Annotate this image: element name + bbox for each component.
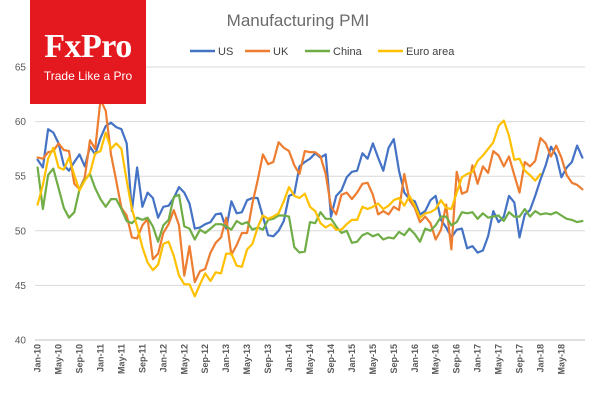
legend-label: Euro area <box>406 46 455 58</box>
y-axis-ticks: 40 45 50 55 60 65 <box>15 63 27 347</box>
x-tick-label: Jan-18 <box>535 344 545 373</box>
x-tick-label: Jan-15 <box>347 344 357 373</box>
y-tick-label: 40 <box>15 336 27 347</box>
logo-slogan: Trade Like a Pro <box>43 69 133 83</box>
y-tick-label: 50 <box>15 226 27 237</box>
x-tick-label: Jan-13 <box>221 344 231 373</box>
legend: US UK China Euro area <box>190 46 455 58</box>
x-tick-label: Jan-17 <box>473 344 483 373</box>
x-tick-label: Sep-11 <box>137 344 147 373</box>
legend-label: US <box>218 46 233 58</box>
legend-item-china: China <box>305 46 363 58</box>
series-line-us <box>36 121 584 254</box>
x-tick-label: May-11 <box>116 344 126 374</box>
x-tick-label: Sep-15 <box>389 344 399 374</box>
logo-brand: FxPro <box>44 28 132 65</box>
x-tick-label: Jan-14 <box>284 344 294 373</box>
x-tick-label: Sep-10 <box>75 344 85 374</box>
y-tick-label: 55 <box>15 172 27 183</box>
x-tick-label: May-13 <box>242 344 252 375</box>
legend-item-us: US <box>190 46 233 58</box>
x-tick-label: May-16 <box>431 344 441 375</box>
x-tick-label: Jan-16 <box>410 344 420 373</box>
x-tick-label: May-10 <box>54 344 64 375</box>
x-tick-label: Sep-14 <box>326 344 336 374</box>
x-tick-label: May-17 <box>494 344 504 375</box>
x-tick-label: May-14 <box>305 344 315 375</box>
fxpro-logo: FxPro Trade Like a Pro <box>30 0 146 104</box>
x-tick-label: Jan-10 <box>33 344 43 373</box>
series-line-euro-area <box>36 119 542 298</box>
x-tick-label: Sep-12 <box>200 344 210 374</box>
chart-title: Manufacturing PMI <box>227 11 370 30</box>
series-line-uk <box>36 98 584 284</box>
y-tick-label: 45 <box>15 281 27 292</box>
legend-label: China <box>333 46 363 58</box>
x-tick-label: May-12 <box>179 344 189 375</box>
x-tick-label: May-15 <box>368 344 378 375</box>
x-tick-label: May-18 <box>556 344 566 375</box>
x-tick-label: Sep-16 <box>452 344 462 374</box>
x-tick-label: Jan-11 <box>95 344 105 372</box>
legend-item-euro-area: Euro area <box>378 46 455 58</box>
x-axis-ticks: Jan-10 May-10 Sep-10 Jan-11 May-11 Sep-11 Jan-… <box>33 344 567 375</box>
series-line-china <box>36 166 584 254</box>
y-tick-label: 65 <box>15 63 27 74</box>
y-tick-label: 60 <box>15 117 27 128</box>
x-tick-label: Sep-13 <box>263 344 273 374</box>
legend-item-uk: UK <box>245 46 289 58</box>
series-layer <box>36 98 584 298</box>
x-tick-label: Jan-12 <box>158 344 168 373</box>
x-tick-label: Sep-17 <box>515 344 525 374</box>
legend-label: UK <box>273 46 289 58</box>
